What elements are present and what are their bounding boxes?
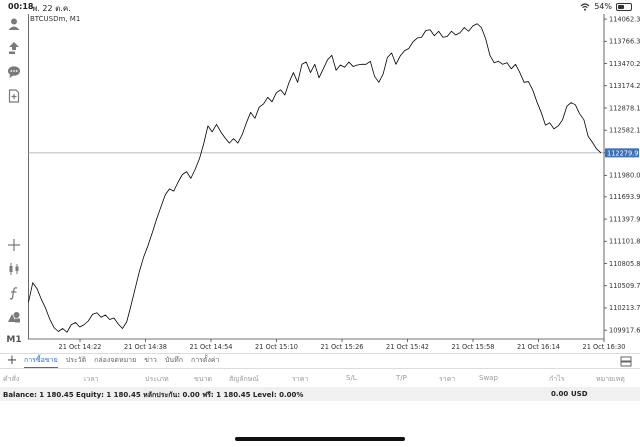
timeframe-button[interactable]: M1 [6,332,22,348]
crosshair-icon[interactable] [6,237,22,253]
total-profit: 0.00 [551,390,569,398]
balance-summary: Balance: 1 180.45 Equity: 1 180.45 หลักป… [3,391,304,399]
y-tick-label: 113766.30 [609,38,640,46]
price-chart[interactable]: 114062.35 113766.30 113470.25 113174.20 1128… [28,14,640,352]
y-tick-label: 110213.70 [609,304,640,312]
y-tick-label: 113470.25 [609,60,640,68]
column-order: คำสั่ง [3,375,20,383]
x-tick-label: 21 Oct 14:54 [190,343,233,351]
tab-news[interactable]: ข่าว [144,356,157,364]
column-volume: ขนาด [194,375,213,383]
tab-settings[interactable]: การตั้งค่า [190,356,220,364]
price-series [28,23,602,333]
x-tick-label: 21 Oct 15:42 [386,343,429,351]
function-icon[interactable] [6,285,22,301]
x-tick-label: 21 Oct 14:38 [124,343,167,351]
x-axis: 21 Oct 14:22 21 Oct 14:38 21 Oct 14:54 21 O… [59,339,626,351]
battery-fill [618,4,625,9]
chart-canvas[interactable]: 114062.35 113766.30 113470.25 113174.20 1128… [28,14,640,352]
price-tag-label: 112279.99 [607,149,640,157]
column-symbol: สัญลักษณ์ [229,375,259,383]
y-tick-label: 112582.10 [609,126,640,134]
chart-frame [28,14,605,340]
account-icon[interactable] [6,16,22,32]
x-tick-label: 21 Oct 15:10 [255,343,298,351]
home-indicator[interactable] [235,437,405,441]
trade-column-headers: คำสั่ง เวลา ประเภท ขนาด สัญลักษณ์ ราคา S… [0,372,640,385]
add-tab-icon[interactable]: + [6,353,18,368]
y-tick-label: 111101.85 [609,238,640,246]
column-comment: หมายเหตุ [596,375,625,383]
column-time: เวลา [84,375,99,383]
y-tick-label: 113174.20 [609,82,640,90]
column-type: ประเภท [145,375,169,383]
symbol-label: BTCUSDm, M1 [30,15,81,23]
x-tick-label: 21 Oct 14:22 [59,343,102,351]
column-current-price: ราคา [439,375,456,383]
tab-history[interactable]: ประวัติ [65,356,87,364]
y-tick-label: 110509.75 [609,282,640,290]
price-tag-background [605,148,639,158]
status-right-group: 54% [580,2,632,11]
y-tick-label: 112878.16 [609,104,640,112]
x-tick-label: 21 Oct 16:14 [517,343,560,351]
current-price-tag: 112279.99 [605,148,640,158]
timeframe-label: M1 [6,335,22,345]
column-tp: T/P [396,374,407,382]
chat-icon[interactable] [6,64,22,80]
chart-background [28,14,640,352]
battery-percent: 54% [594,2,612,11]
tab-mailbox[interactable]: กล่องจดหมาย [94,356,137,364]
x-tick-label: 21 Oct 15:26 [321,343,364,351]
layout-toggle-icon[interactable] [620,356,632,367]
status-bar: 00:18 พ. 22 ต.ค. 54% [0,0,640,13]
column-swap: Swap [479,374,498,382]
candlestick-icon[interactable] [6,261,22,277]
y-tick-label: 111397.90 [609,215,640,223]
y-tick-label: 109917.65 [609,326,640,334]
tab-trade[interactable]: การซื้อขาย [24,355,58,368]
y-axis: 114062.35 113766.30 113470.25 113174.20 1128… [604,15,640,334]
y-tick-label: 114062.35 [609,15,640,23]
terminal-tab-bar: + การซื้อขาย ประวัติ กล่องจดหมาย ข่าว บั… [0,353,640,369]
account-currency: USD [571,390,588,398]
x-tick-label: 21 Oct 15:58 [452,343,495,351]
left-toolbar: M1 [0,14,28,352]
y-tick-label: 111693.95 [609,193,640,201]
objects-icon[interactable] [6,309,22,325]
status-time: 00:18 [8,2,34,11]
status-date: พ. 22 ต.ค. [32,4,71,13]
tab-journal[interactable]: บันทึก [164,356,183,364]
y-tick-label: 110805.80 [609,260,640,268]
trade-icon[interactable] [6,40,22,56]
column-sl: S/L [346,374,357,382]
battery-icon [616,2,632,11]
wifi-icon [580,2,590,11]
x-tick-label: 21 Oct 16:30 [583,343,626,351]
new-document-icon[interactable] [6,88,22,104]
column-profit: กำไร [549,375,565,383]
balance-row: Balance: 1 180.45 Equity: 1 180.45 หลักป… [0,387,640,401]
y-tick-label: 111980.00 [609,172,640,180]
price-series-line [28,23,602,333]
column-price: ราคา [292,375,309,383]
